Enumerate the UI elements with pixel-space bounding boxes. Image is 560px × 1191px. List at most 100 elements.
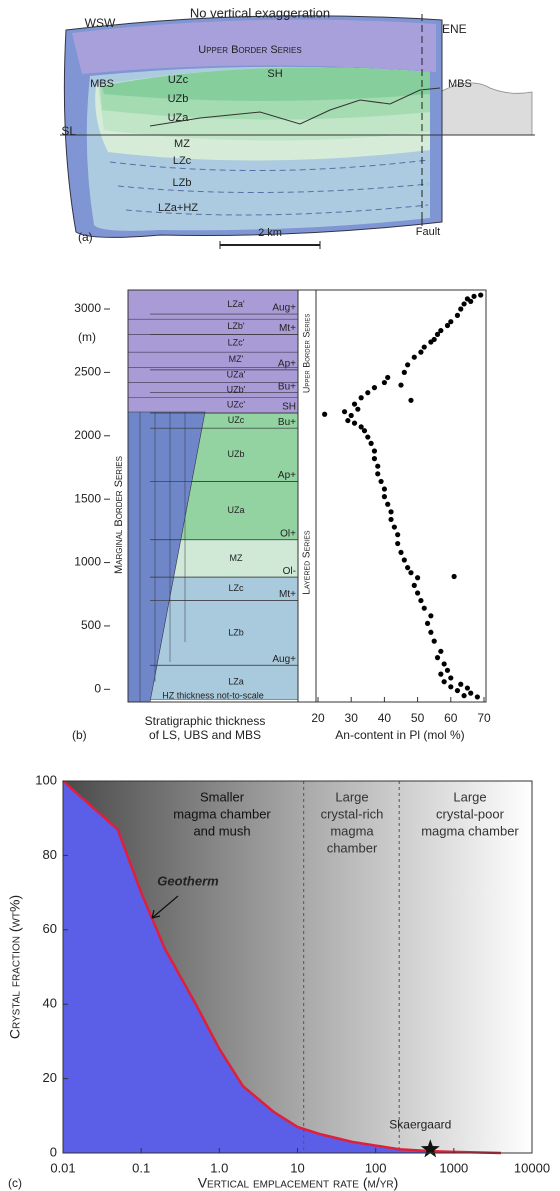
data-point: [434, 655, 441, 661]
data-point: [351, 401, 358, 407]
data-point: [428, 613, 434, 619]
region-label: magma chamber: [421, 823, 519, 838]
unit-label: SL: [61, 124, 76, 138]
data-point: [381, 379, 387, 386]
data-point: [395, 540, 401, 547]
skaergaard-label: Skaergaard: [389, 1117, 451, 1131]
region-label: magma: [330, 823, 374, 838]
unit-label: MBS: [448, 78, 472, 90]
data-point: [385, 374, 391, 381]
marker-label: Ap+: [278, 470, 296, 481]
data-point: [388, 509, 394, 515]
skaergaard-star: [420, 1139, 440, 1158]
direction-label: WSW: [85, 16, 116, 30]
zone-label: UZb': [227, 385, 246, 395]
panel-title: No vertical exaggeration: [190, 5, 330, 20]
y-tick-label: 1000: [74, 555, 101, 569]
marker-label: SH: [282, 402, 296, 413]
unit-label: Upper Border Series: [198, 44, 301, 56]
x-tick-label: 10: [290, 1160, 304, 1175]
y-tick-label: 0: [50, 1144, 57, 1159]
panel-label: (b): [72, 728, 87, 742]
y-tick-label: 0: [94, 681, 101, 695]
plot-frame: [315, 289, 487, 703]
data-point: [431, 638, 437, 644]
data-point: [411, 582, 417, 588]
region-label: Smaller: [200, 789, 245, 804]
unit-label: LZb: [173, 177, 192, 189]
y-axis-label: Crystal fraction (wt%): [7, 895, 23, 1039]
data-point: [458, 681, 464, 687]
x-tick-label: 20: [311, 711, 325, 725]
data-point: [381, 494, 387, 500]
data-point: [341, 409, 348, 415]
region-label: crystal-poor: [436, 806, 505, 821]
annotation-arrow: [151, 895, 179, 919]
data-point: [355, 406, 361, 412]
data-point: [464, 685, 470, 691]
data-point: [375, 471, 381, 477]
data-point: [444, 322, 451, 329]
data-point: [415, 590, 421, 596]
data-point: [438, 327, 444, 334]
data-point: [368, 440, 374, 446]
zone-label: MZ: [230, 553, 243, 563]
data-point: [408, 397, 414, 403]
data-point: [461, 301, 467, 307]
data-point: [391, 524, 397, 530]
unit-label: MZ: [174, 138, 190, 150]
data-point: [358, 395, 364, 401]
zone: [127, 664, 299, 700]
x-tick-label: 100: [365, 1160, 387, 1175]
data-point: [471, 293, 477, 299]
data-point: [448, 319, 454, 325]
region-label: Large: [453, 789, 486, 804]
data-point: [468, 690, 474, 696]
marker-label: Ap+: [278, 359, 296, 370]
zone: [127, 318, 299, 335]
unit-label: UZc: [168, 74, 189, 86]
data-point: [375, 463, 381, 469]
y-tick-label: 2500: [74, 365, 101, 379]
data-point: [371, 385, 378, 391]
unit-label: MBS: [90, 78, 114, 90]
region-label: chamber: [327, 840, 378, 855]
fault-label: Fault: [416, 226, 440, 238]
data-point: [421, 344, 427, 350]
data-point: [405, 362, 411, 368]
marker-label: Mt+: [279, 323, 296, 334]
region-label: magma chamber: [173, 806, 271, 821]
data-point: [398, 382, 404, 388]
x-axis-label: An-content in Pl (mol %): [335, 728, 464, 742]
zone: [127, 382, 299, 399]
mbs-label: Marginal Border Series: [113, 456, 125, 574]
zone-label: LZc: [228, 583, 244, 593]
data-point: [371, 448, 378, 454]
unit-label: LZa+HZ: [158, 202, 198, 214]
y-tick-label: 1500: [74, 491, 101, 505]
zone-label: MZ': [229, 354, 244, 364]
data-point: [322, 411, 328, 417]
data-point: [365, 390, 371, 396]
data-point: [388, 516, 394, 523]
x-tick-label: 1000: [439, 1160, 468, 1175]
marker-label: Ol+: [280, 528, 296, 539]
data-point: [351, 420, 358, 426]
data-point: [441, 661, 447, 667]
data-point: [478, 292, 484, 298]
marker-label: Bu+: [278, 381, 296, 392]
zone-label: LZa: [228, 677, 244, 687]
y-tick-label: 500: [81, 618, 101, 632]
data-point: [395, 532, 401, 538]
curve-label: Geotherm: [157, 873, 219, 888]
x-tick-label: 30: [345, 711, 359, 725]
zone-label: UZa: [227, 505, 244, 515]
x-tick-label: 50: [411, 711, 425, 725]
marker-label: Bu+: [278, 417, 296, 428]
zone-label: LZb': [227, 321, 245, 331]
scale-label: 2 km: [258, 227, 282, 239]
panel-label: (a): [78, 230, 93, 244]
zone: [127, 351, 299, 368]
zone-label: UZc: [228, 415, 245, 425]
